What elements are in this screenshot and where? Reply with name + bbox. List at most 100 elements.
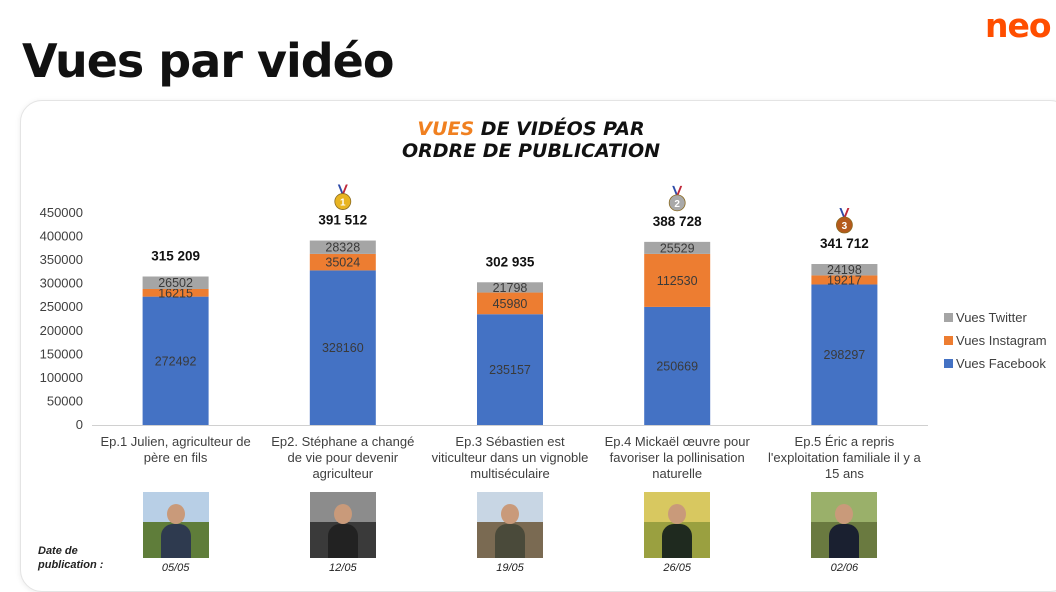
person-body <box>662 524 693 558</box>
chart-title-line2: ORDRE DE PUBLICATION <box>401 140 661 162</box>
publication-date: 26/05 <box>663 562 691 574</box>
bar-segment <box>477 282 543 293</box>
medal-rank: 3 <box>842 221 848 232</box>
category-label: de vie pour devenir <box>288 450 399 465</box>
publication-date: 05/05 <box>161 562 190 574</box>
person-head <box>501 504 519 524</box>
y-tick-label: 150000 <box>40 346 83 361</box>
category-label: Ep.1 Julien, agriculteur de <box>100 434 250 449</box>
medal-icon <box>668 194 686 212</box>
category-label: viticulteur dans un vignoble <box>432 450 589 465</box>
chart-title-accent: VUES <box>417 118 475 140</box>
category-label: l'exploitation familiale il y a <box>768 450 922 465</box>
y-tick-label: 50000 <box>47 393 83 408</box>
photo-julien <box>142 492 209 558</box>
chart-title: VUES DE VIDÉOS PAR ORDRE DE PUBLICATION <box>340 118 722 162</box>
photo-stephane <box>309 492 376 558</box>
person-head <box>835 504 854 524</box>
medal-ribbon-left <box>337 184 344 195</box>
data-label: 112530 <box>657 274 698 288</box>
data-label: 35024 <box>325 256 360 270</box>
publication-date-label-line1: Date de <box>38 545 78 557</box>
legend-swatch <box>944 313 953 322</box>
medal-ribbon-right <box>843 208 850 219</box>
y-tick-label: 100000 <box>40 370 83 385</box>
category-label: 15 ans <box>825 466 865 481</box>
data-label: 328160 <box>322 341 364 355</box>
category-label: multiséculaire <box>470 466 549 481</box>
medal-ribbon-right <box>676 185 683 196</box>
total-label: 315 209 <box>151 249 200 264</box>
legend-label: Vues Instagram <box>956 333 1047 348</box>
data-label: 25529 <box>660 241 695 255</box>
person-head <box>166 504 185 524</box>
medal-icon <box>334 193 352 210</box>
data-label: 19217 <box>827 273 862 287</box>
stacked-bar-chart: 0 50000 100000 150000 200000 250000 300000 3500… <box>40 184 1047 481</box>
medal-rank: 2 <box>674 199 680 210</box>
data-label: 28328 <box>325 241 360 255</box>
y-tick-label: 300000 <box>40 276 83 291</box>
bar-segment <box>644 253 711 307</box>
bar-segment <box>811 284 878 425</box>
bar-segment <box>644 241 711 254</box>
y-tick-label: 200000 <box>40 323 83 338</box>
category-label: Ep2. Stéphane a changé <box>271 434 414 449</box>
person-body <box>327 524 358 558</box>
y-tick-label: 350000 <box>40 252 83 267</box>
bar-segment <box>309 270 376 425</box>
publication-date: 12/05 <box>329 562 357 574</box>
total-label: 391 512 <box>318 213 367 228</box>
person-body <box>829 524 860 558</box>
data-label: 21798 <box>493 281 528 295</box>
category-label: Ep.5 Éric a repris <box>795 434 895 449</box>
bar-segment <box>309 253 376 271</box>
photo-eric <box>811 492 878 558</box>
data-label: 26502 <box>158 276 193 290</box>
data-label: 16215 <box>158 286 193 300</box>
chart-title-line1: DE VIDÉOS PAR <box>480 118 645 140</box>
photo-sebastien <box>477 492 543 558</box>
y-tick-label: 400000 <box>40 229 83 244</box>
y-tick-label: 250000 <box>40 299 83 314</box>
total-label: 341 712 <box>820 236 869 251</box>
category-label: favoriser la pollinisation <box>610 450 745 465</box>
bar-segment <box>142 288 209 297</box>
bar-segment <box>477 292 543 315</box>
data-label: 298297 <box>824 348 866 362</box>
data-label: 24198 <box>827 263 862 277</box>
legend-swatch <box>944 359 953 368</box>
category-label: naturelle <box>652 466 702 481</box>
page-title: Vues par vidéo <box>22 34 394 88</box>
bar-segment <box>142 296 209 425</box>
y-tick-label: 450000 <box>40 205 83 220</box>
legend-swatch <box>944 336 953 345</box>
bar-segment <box>811 264 878 276</box>
medal-ribbon-left <box>672 185 679 196</box>
data-label: 250669 <box>656 359 698 373</box>
category-label: Ep.3 Sébastien est <box>455 434 565 449</box>
publication-date-label: Date de publication : <box>38 544 118 572</box>
photo-mickael <box>644 492 711 558</box>
legend-label: Vues Twitter <box>956 310 1027 325</box>
category-label: agriculteur <box>312 466 373 481</box>
category-label: père en fils <box>144 450 208 465</box>
medal-rank: 1 <box>340 198 346 209</box>
bar-segment <box>644 306 711 425</box>
bar-segment <box>142 276 209 289</box>
data-label: 272492 <box>155 354 197 368</box>
medal-ribbon-left <box>839 208 846 219</box>
publication-date: 02/06 <box>830 562 859 574</box>
data-label: 235157 <box>489 363 531 377</box>
person-head <box>333 504 352 524</box>
bar-segment <box>309 240 376 254</box>
medal-ribbon-right <box>341 184 348 195</box>
person-body <box>495 524 525 558</box>
y-tick-label: 0 <box>76 417 83 432</box>
category-label: Ep.4 Mickaël œuvre pour <box>605 434 751 449</box>
total-label: 388 728 <box>653 214 702 229</box>
publication-date: 19/05 <box>496 562 524 574</box>
person-body <box>160 524 191 558</box>
medal-icon <box>836 216 853 234</box>
brand-logo: neo <box>985 6 1052 45</box>
